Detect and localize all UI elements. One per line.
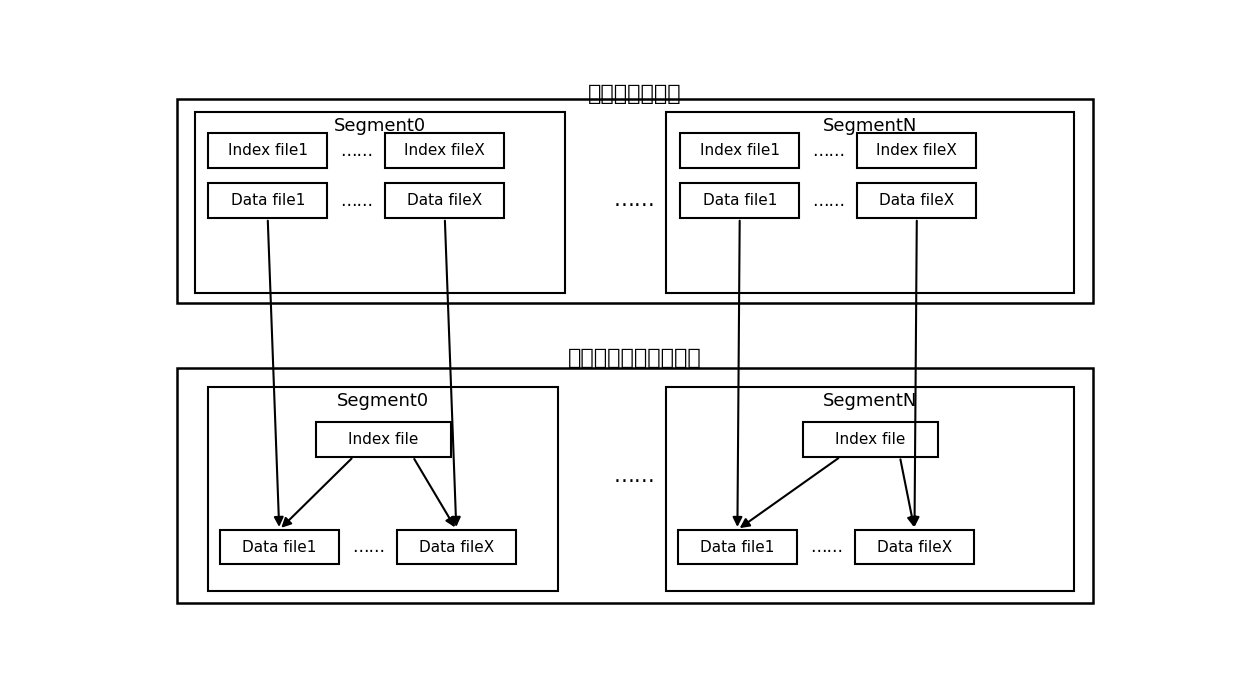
Bar: [857, 133, 976, 168]
Bar: [208, 387, 559, 591]
Text: ……: ……: [613, 190, 655, 210]
Text: SegmentN: SegmentN: [823, 392, 917, 410]
Bar: [219, 529, 339, 564]
Text: 日志结构块设备的快照: 日志结构块设备的快照: [567, 348, 701, 368]
Text: ……: ……: [341, 191, 373, 209]
Bar: [177, 98, 1093, 303]
Text: Index file1: Index file1: [700, 143, 779, 158]
Text: Data file1: Data file1: [700, 540, 774, 554]
Text: ……: ……: [352, 538, 384, 556]
Bar: [680, 183, 799, 218]
Bar: [667, 112, 1074, 293]
Bar: [195, 112, 565, 293]
Bar: [667, 387, 1074, 591]
Text: ……: ……: [810, 538, 843, 556]
Bar: [177, 368, 1093, 603]
Text: Data fileX: Data fileX: [408, 193, 482, 208]
Text: SegmentN: SegmentN: [823, 117, 917, 135]
Bar: [316, 422, 451, 457]
Bar: [803, 422, 938, 457]
Text: Data fileX: Data fileX: [419, 540, 494, 554]
Text: Segment0: Segment0: [333, 117, 426, 135]
Bar: [385, 133, 504, 168]
Text: Index fileX: Index fileX: [404, 143, 486, 158]
Text: Index file: Index file: [835, 432, 906, 447]
Bar: [678, 529, 797, 564]
Text: ……: ……: [341, 141, 373, 159]
Text: Index fileX: Index fileX: [876, 143, 958, 158]
Bar: [208, 183, 327, 218]
Bar: [396, 529, 515, 564]
Text: Data file1: Data file1: [242, 540, 316, 554]
Bar: [855, 529, 974, 564]
Text: ……: ……: [812, 191, 845, 209]
Text: Data fileX: Data fileX: [880, 193, 954, 208]
Bar: [385, 183, 504, 218]
Text: 日志结构块设备: 日志结构块设备: [587, 84, 681, 104]
Bar: [208, 133, 327, 168]
Text: Segment0: Segment0: [337, 392, 429, 410]
Text: Index file: Index file: [348, 432, 419, 447]
Bar: [680, 133, 799, 168]
Text: Data file1: Data file1: [703, 193, 777, 208]
Bar: [857, 183, 976, 218]
Text: ……: ……: [613, 466, 655, 486]
Text: ……: ……: [812, 141, 845, 159]
Text: Index file1: Index file1: [228, 143, 307, 158]
Text: Data fileX: Data fileX: [877, 540, 952, 554]
Text: Data file1: Data file1: [230, 193, 305, 208]
